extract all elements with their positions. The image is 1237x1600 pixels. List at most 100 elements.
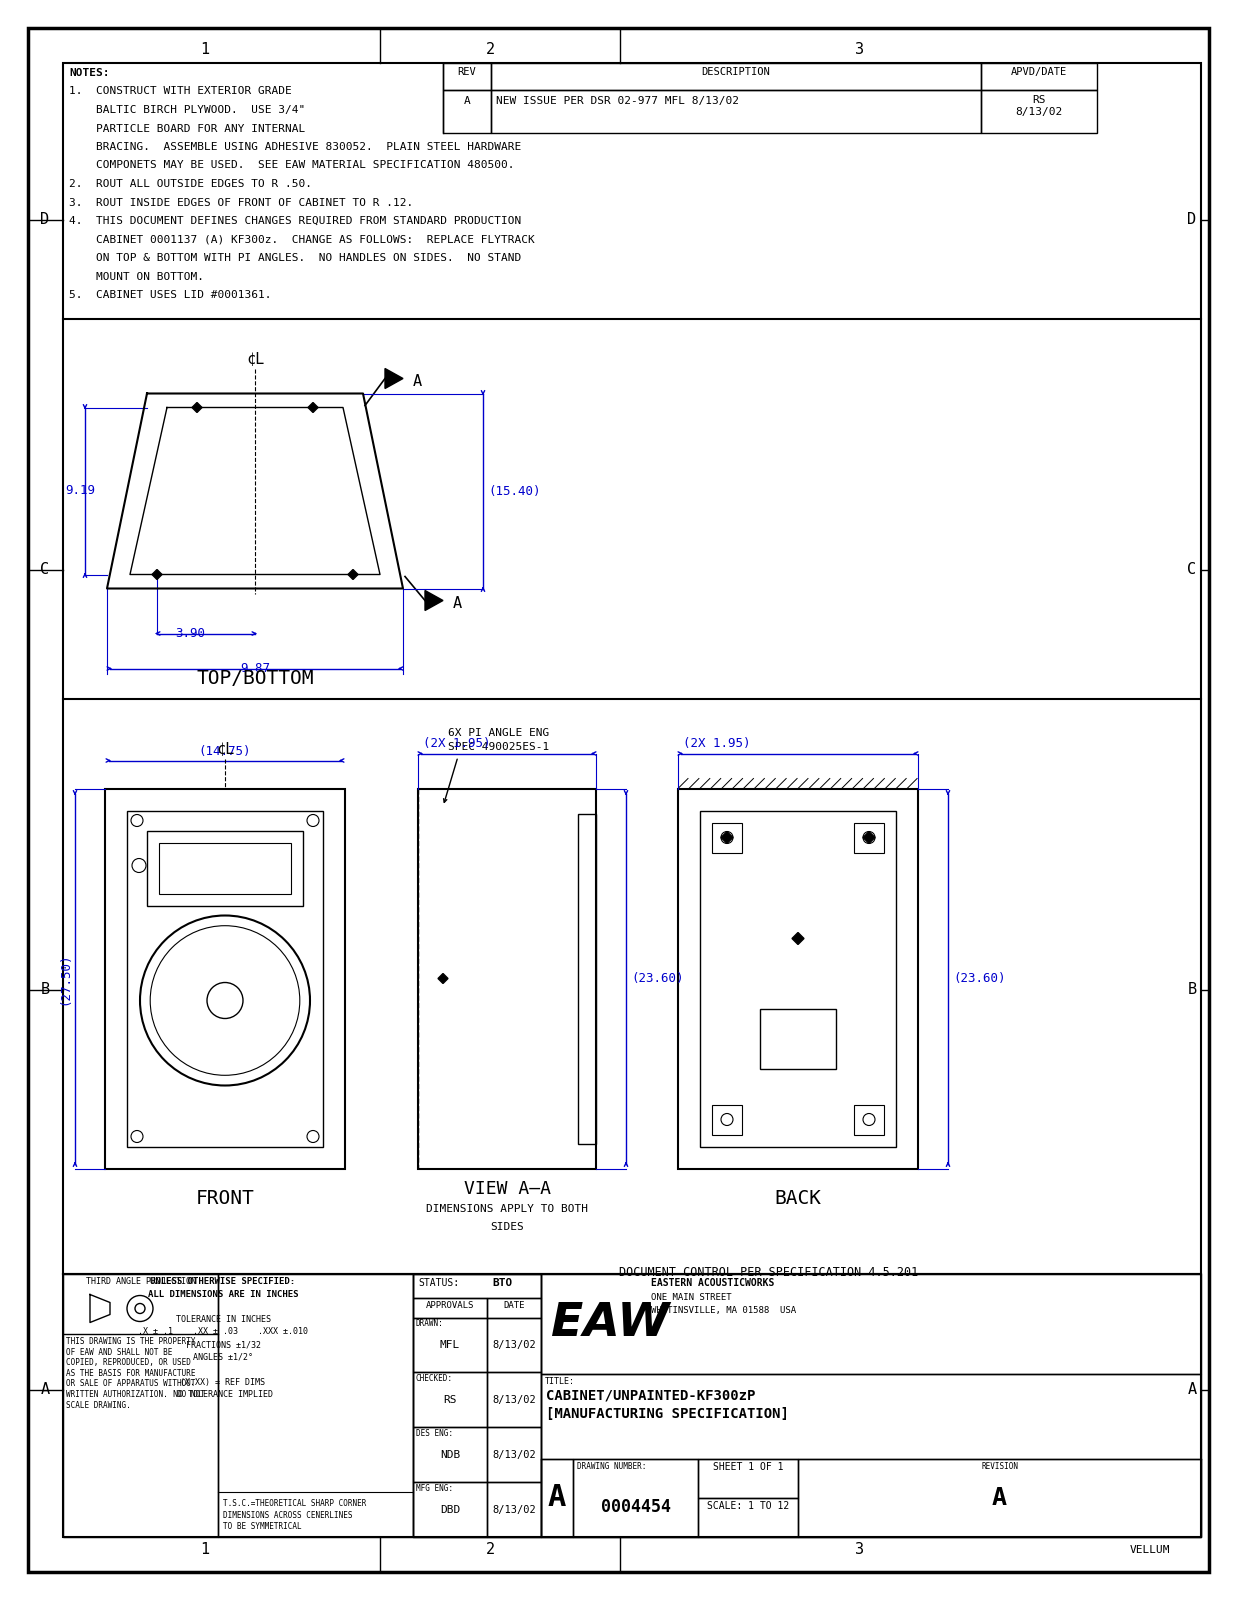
Text: WRITTEN AUTHORIZATION.  DO NOT: WRITTEN AUTHORIZATION. DO NOT (66, 1390, 205, 1398)
Text: 3.90: 3.90 (174, 627, 205, 640)
Bar (491, 90, 981, 133)
Text: TITLE:: TITLE: (546, 1376, 575, 1386)
Text: T.S.C.=THEORETICAL SHARP CORNER: T.S.C.=THEORETICAL SHARP CORNER (223, 1499, 366, 1507)
Text: DOCUMENT CONTROL PER SPECIFICATION 4.5.201: DOCUMENT CONTROL PER SPECIFICATION 4.5.2… (618, 1266, 918, 1278)
Text: 4.  THIS DOCUMENT DEFINES CHANGES REQUIRED FROM STANDARD PRODUCTION: 4. THIS DOCUMENT DEFINES CHANGES REQUIRE… (69, 216, 521, 226)
Bar (413, 1298, 487, 1317)
Text: PARTICLE BOARD FOR ANY INTERNAL: PARTICLE BOARD FOR ANY INTERNAL (69, 123, 306, 133)
Text: TOP/BOTTOM: TOP/BOTTOM (197, 669, 314, 688)
Bar (218, 1274, 413, 1538)
Bar (487, 1482, 541, 1538)
Text: A: A (41, 1382, 49, 1397)
Text: 1: 1 (200, 43, 209, 58)
Polygon shape (152, 570, 162, 579)
Text: OF EAW AND SHALL NOT BE: OF EAW AND SHALL NOT BE (66, 1347, 172, 1357)
Text: DRAWN:: DRAWN: (416, 1320, 444, 1328)
Bar (413, 1317, 487, 1373)
Bar (487, 1298, 541, 1317)
Text: VELLUM: VELLUM (1129, 1546, 1170, 1555)
Bar (698, 1498, 798, 1538)
Polygon shape (721, 832, 734, 843)
Text: 9.87: 9.87 (240, 662, 270, 675)
Text: 8/13/02: 8/13/02 (492, 1450, 536, 1459)
Text: A: A (453, 595, 463, 611)
Text: C: C (41, 563, 49, 578)
Bar (413, 1373, 487, 1427)
Polygon shape (438, 973, 448, 984)
Text: EASTERN ACOUSTICWORKS: EASTERN ACOUSTICWORKS (651, 1278, 774, 1288)
Bar (413, 1274, 541, 1538)
Text: BALTIC BIRCH PLYWOOD.  USE 3/4": BALTIC BIRCH PLYWOOD. USE 3/4" (69, 106, 306, 115)
Text: (15.40): (15.40) (489, 485, 541, 498)
Bar (573, 1459, 698, 1538)
Bar (487, 1317, 541, 1373)
Text: 9.19: 9.19 (66, 485, 95, 498)
Text: A: A (413, 374, 422, 389)
Text: (X.XX) = REF DIMS: (X.XX) = REF DIMS (181, 1378, 266, 1387)
Text: APPROVALS: APPROVALS (426, 1301, 474, 1309)
Polygon shape (192, 403, 202, 413)
Text: (2X 1.95): (2X 1.95) (423, 738, 491, 750)
Bar (487, 1427, 541, 1482)
Bar (443, 62, 491, 90)
Text: CABINET 0001137 (A) KF300z.  CHANGE AS FOLLOWS:  REPLACE FLYTRACK: CABINET 0001137 (A) KF300z. CHANGE AS FO… (69, 235, 534, 245)
Bar (713, 1104, 742, 1134)
Bar (413, 1427, 487, 1482)
Bar (105, 789, 345, 1168)
Text: REV: REV (458, 67, 476, 77)
Text: (14.75): (14.75) (199, 746, 251, 758)
Bar (541, 1459, 573, 1538)
Text: SCALE DRAWING.: SCALE DRAWING. (66, 1400, 131, 1410)
Bar (413, 1482, 487, 1538)
Text: (23.60): (23.60) (952, 971, 1006, 986)
Text: DIMENSIONS ACROSS CENERLINES: DIMENSIONS ACROSS CENERLINES (223, 1510, 353, 1520)
Polygon shape (863, 832, 875, 843)
Text: 3.  ROUT INSIDE EDGES OF FRONT OF CABINET TO R .12.: 3. ROUT INSIDE EDGES OF FRONT OF CABINET… (69, 197, 413, 208)
Text: MOUNT ON BOTTOM.: MOUNT ON BOTTOM. (69, 272, 204, 282)
Bar (127, 811, 323, 1147)
Polygon shape (385, 368, 403, 389)
Text: C: C (1188, 563, 1196, 578)
Bar (713, 822, 742, 853)
Text: D: D (41, 213, 49, 227)
Text: A: A (1188, 1382, 1196, 1397)
Bar (854, 1104, 884, 1134)
Text: SPEC 490025ES-1: SPEC 490025ES-1 (448, 742, 549, 752)
Bar (798, 1459, 1201, 1538)
Polygon shape (426, 590, 443, 611)
Bar (541, 1373, 1201, 1538)
Text: A: A (992, 1486, 1007, 1510)
Text: SIDES: SIDES (490, 1221, 524, 1232)
Text: BRACING.  ASSEMBLE USING ADHESIVE 830052.  PLAIN STEEL HARDWARE: BRACING. ASSEMBLE USING ADHESIVE 830052.… (69, 142, 521, 152)
Text: 3: 3 (856, 1542, 865, 1557)
Polygon shape (792, 933, 804, 944)
Text: D: D (1188, 213, 1196, 227)
Bar (147, 830, 303, 906)
Polygon shape (308, 403, 318, 413)
Text: AS THE BASIS FOR MANUFACTURE: AS THE BASIS FOR MANUFACTURE (66, 1370, 195, 1378)
Text: 8/13/02: 8/13/02 (492, 1395, 536, 1405)
Text: APVD/DATE: APVD/DATE (1011, 67, 1068, 77)
Text: DATE: DATE (503, 1301, 524, 1309)
Text: 1: 1 (200, 1542, 209, 1557)
Bar (578, 813, 596, 1144)
Text: SHEET 1 OF 1: SHEET 1 OF 1 (713, 1461, 783, 1472)
Bar (487, 1373, 541, 1427)
Text: 8/13/02: 8/13/02 (492, 1504, 536, 1515)
Bar (698, 1459, 798, 1498)
Text: 2: 2 (485, 1542, 495, 1557)
Bar (981, 90, 1097, 133)
Text: 3: 3 (856, 43, 865, 58)
Text: OR SALE OF APPARATUS WITHOUT: OR SALE OF APPARATUS WITHOUT (66, 1379, 195, 1389)
Text: FRONT: FRONT (195, 1189, 255, 1208)
Text: EAW: EAW (550, 1301, 669, 1346)
Bar (413, 1274, 541, 1298)
Text: 0004454: 0004454 (600, 1498, 670, 1517)
Text: DRAWING NUMBER:: DRAWING NUMBER: (576, 1461, 647, 1470)
Text: B: B (41, 982, 49, 997)
Text: RS: RS (443, 1395, 456, 1405)
Text: NOTES:: NOTES: (69, 67, 110, 78)
Text: REVISION: REVISION (981, 1461, 1018, 1470)
Text: 5.  CABINET USES LID #0001361.: 5. CABINET USES LID #0001361. (69, 290, 271, 301)
Text: MFG ENG:: MFG ENG: (416, 1485, 453, 1493)
